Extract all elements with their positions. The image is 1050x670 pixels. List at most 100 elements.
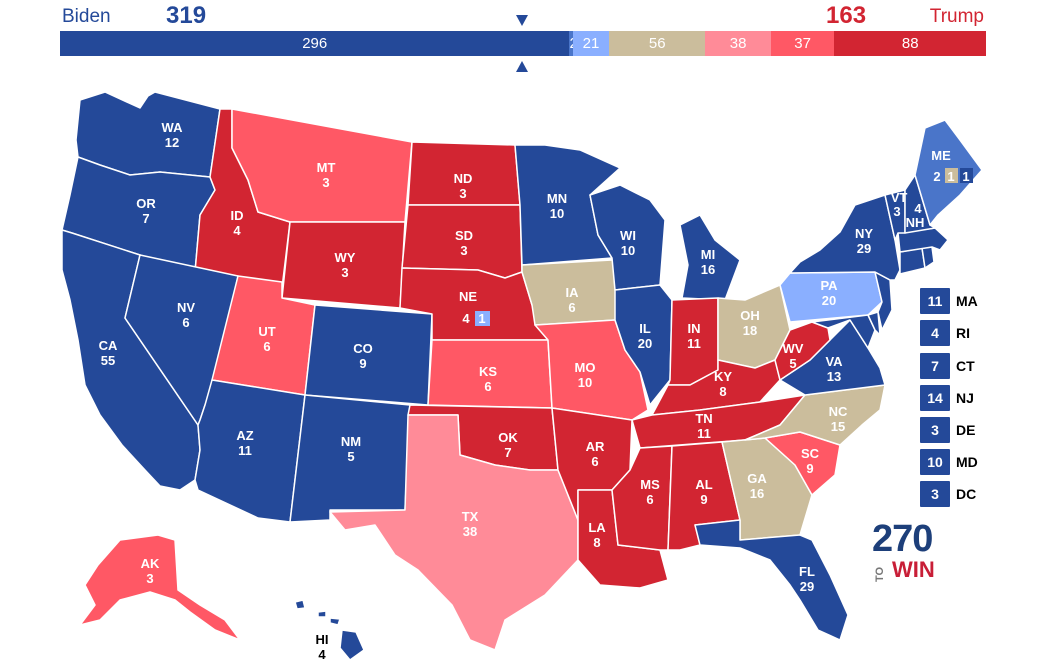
state-TX[interactable] — [329, 414, 579, 651]
label-MO-ev: 10 — [578, 375, 592, 390]
label-OR-ev: 7 — [142, 211, 149, 226]
label-NM-abbr: NM — [341, 434, 361, 449]
ne-cd2-box[interactable] — [475, 311, 490, 326]
small-state-MA[interactable]: 11 MA — [920, 288, 978, 314]
logo-to: TO — [874, 566, 886, 582]
label-GA-abbr: GA — [747, 471, 767, 486]
label-TN-abbr: TN — [695, 411, 712, 426]
label-AK-abbr: AK — [141, 556, 160, 571]
state-HI[interactable] — [294, 599, 365, 661]
label-TX-abbr: TX — [462, 509, 479, 524]
label-WY-ev: 3 — [341, 265, 348, 280]
label-AZ-ev: 11 — [238, 443, 252, 458]
label-CA-ev: 55 — [101, 353, 115, 368]
label-VA-ev: 13 — [827, 369, 841, 384]
small-state-abbr: MA — [956, 293, 978, 309]
me-cd1-box[interactable] — [945, 168, 958, 183]
label-NC-ev: 15 — [831, 419, 845, 434]
small-state-abbr: DE — [956, 422, 976, 438]
small-state-ev: 11 — [920, 288, 950, 314]
label-SD-ev: 3 — [460, 243, 467, 258]
state-IL[interactable] — [614, 284, 673, 406]
label-SC-abbr: SC — [801, 446, 820, 461]
me-cd2-box[interactable] — [960, 168, 973, 183]
label-MN-ev: 10 — [550, 206, 564, 221]
small-state-abbr: NJ — [956, 390, 974, 406]
label-IN-ev: 11 — [687, 336, 701, 351]
label-CA-abbr: CA — [99, 338, 118, 353]
label-NH-ev: 4 — [914, 201, 922, 216]
small-state-CT[interactable]: 7 CT — [920, 353, 975, 379]
label-AR-abbr: AR — [586, 439, 605, 454]
small-state-DC[interactable]: 3 DC — [920, 481, 976, 507]
small-state-MD[interactable]: 10 MD — [920, 449, 978, 475]
label-VA-abbr: VA — [825, 354, 843, 369]
small-state-ev: 3 — [920, 481, 950, 507]
label-AR-ev: 6 — [591, 454, 598, 469]
label-UT-ev: 6 — [263, 339, 270, 354]
label-KY-ev: 8 — [719, 384, 726, 399]
label-HI-ev: 4 — [318, 647, 326, 662]
small-state-ev: 14 — [920, 385, 950, 411]
label-MN-abbr: MN — [547, 191, 567, 206]
state-VT[interactable] — [884, 189, 906, 241]
label-SC-ev: 9 — [806, 461, 813, 476]
label-CO-ev: 9 — [359, 356, 366, 371]
label-IL-ev: 20 — [638, 336, 652, 351]
label-NC-abbr: NC — [829, 404, 848, 419]
trump-name: Trump — [929, 6, 984, 27]
label-NY-ev: 29 — [857, 241, 871, 256]
small-state-RI[interactable]: 4 RI — [920, 320, 970, 346]
label-VT-ev: 3 — [893, 204, 900, 219]
state-RI[interactable] — [921, 246, 935, 269]
label-ME-abbr: ME — [931, 148, 951, 163]
bar-segment-lean-r: 38 — [705, 31, 771, 56]
label-WI-abbr: WI — [620, 228, 636, 243]
label-IA-ev: 6 — [568, 300, 575, 315]
270towin-logo: 270 TO WIN — [872, 520, 972, 582]
label-PA-abbr: PA — [820, 278, 838, 293]
label-MI-abbr: MI — [701, 247, 715, 262]
small-state-DE[interactable]: 3 DE — [920, 417, 975, 443]
label-WI-ev: 10 — [621, 243, 635, 258]
label-NV-ev: 6 — [182, 315, 189, 330]
label-NE-ev: 4 — [462, 311, 470, 326]
label-WA-ev: 12 — [165, 135, 179, 150]
label-MI-ev: 16 — [701, 262, 715, 277]
label-IA-abbr: IA — [566, 285, 580, 300]
state-WV[interactable] — [774, 321, 831, 381]
label-ID-ev: 4 — [233, 223, 241, 238]
small-state-NJ[interactable]: 14 NJ — [920, 385, 974, 411]
label-IN-abbr: IN — [688, 321, 701, 336]
label-ND-abbr: ND — [454, 171, 473, 186]
small-state-ev: 7 — [920, 353, 950, 379]
logo-number: 270 — [872, 518, 933, 560]
label-ME-ev: 2 — [933, 169, 940, 184]
me-cd2-ev: 1 — [962, 169, 969, 184]
label-AL-abbr: AL — [695, 477, 712, 492]
label-NV-abbr: NV — [177, 300, 195, 315]
state-DE[interactable] — [867, 311, 881, 336]
small-state-ev: 4 — [920, 320, 950, 346]
ne-cd2-ev: 1 — [478, 311, 485, 326]
trump-electoral-total: 163 — [826, 2, 867, 29]
biden-electoral-total: 319 — [166, 2, 207, 29]
label-LA-ev: 8 — [593, 535, 600, 550]
label-IL-abbr: IL — [639, 321, 651, 336]
label-MO-abbr: MO — [575, 360, 596, 375]
bar-segment-safe-d: 296 — [60, 31, 570, 56]
state-MI[interactable] — [679, 214, 741, 301]
label-WV-ev: 5 — [789, 356, 796, 371]
label-TX-ev: 38 — [463, 524, 477, 539]
270-marker-down-icon — [516, 15, 528, 26]
state-NC[interactable] — [744, 384, 886, 446]
small-state-abbr: CT — [956, 358, 975, 374]
state-FL[interactable] — [694, 519, 849, 641]
state-NY[interactable] — [789, 194, 901, 281]
label-WV-abbr: WV — [783, 341, 804, 356]
label-ID-abbr: ID — [231, 208, 244, 223]
label-OH-ev: 18 — [743, 323, 757, 338]
bar-segment-lean-d: 21 — [572, 31, 610, 56]
state-AK[interactable] — [79, 534, 241, 641]
label-HI-abbr: HI — [316, 632, 329, 647]
